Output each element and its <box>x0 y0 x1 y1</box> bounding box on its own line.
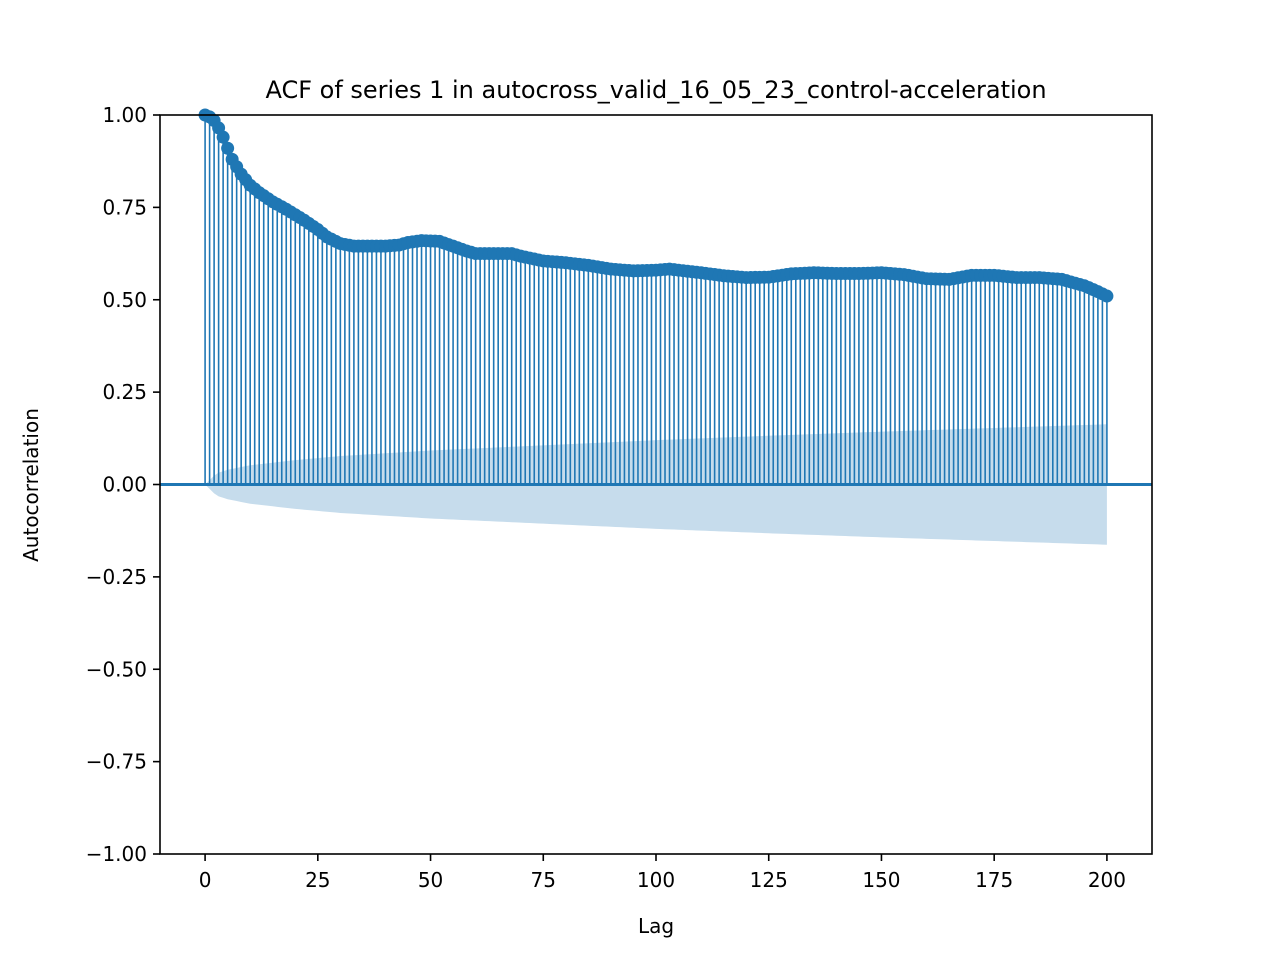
x-axis-label: Lag <box>638 914 674 938</box>
acf-marker <box>221 141 235 155</box>
axes: 0 25 50 75 100 125 150 175 200 −1.00 −0.75 −0.50 −0.… <box>86 103 1153 892</box>
acf-marker <box>216 130 230 144</box>
y-axis-label: Autocorrelation <box>19 408 43 562</box>
y-tick-label: −0.50 <box>86 657 147 681</box>
x-tick-label: 200 <box>1088 868 1126 892</box>
x-tick-label: 75 <box>531 868 556 892</box>
y-tick-label: −1.00 <box>86 842 147 866</box>
x-tick-label: 0 <box>199 868 212 892</box>
x-tick-label: 125 <box>750 868 788 892</box>
x-tick-label: 50 <box>418 868 443 892</box>
y-tick-label: 0.50 <box>102 288 147 312</box>
y-tick-label: −0.25 <box>86 565 147 589</box>
y-tick-label: 0.25 <box>102 380 147 404</box>
chart-title: ACF of series 1 in autocross_valid_16_05… <box>265 76 1046 104</box>
y-tick-label: 0.75 <box>102 195 147 219</box>
x-tick-label: 175 <box>975 868 1013 892</box>
y-tick-label: 0.00 <box>102 473 147 497</box>
acf-marker <box>1100 289 1114 303</box>
plot-area <box>160 108 1152 545</box>
y-tick-label: 1.00 <box>102 103 147 127</box>
x-tick-label: 25 <box>305 868 330 892</box>
x-tick-label: 100 <box>637 868 675 892</box>
x-tick-label: 150 <box>862 868 900 892</box>
y-tick-label: −0.75 <box>86 750 147 774</box>
